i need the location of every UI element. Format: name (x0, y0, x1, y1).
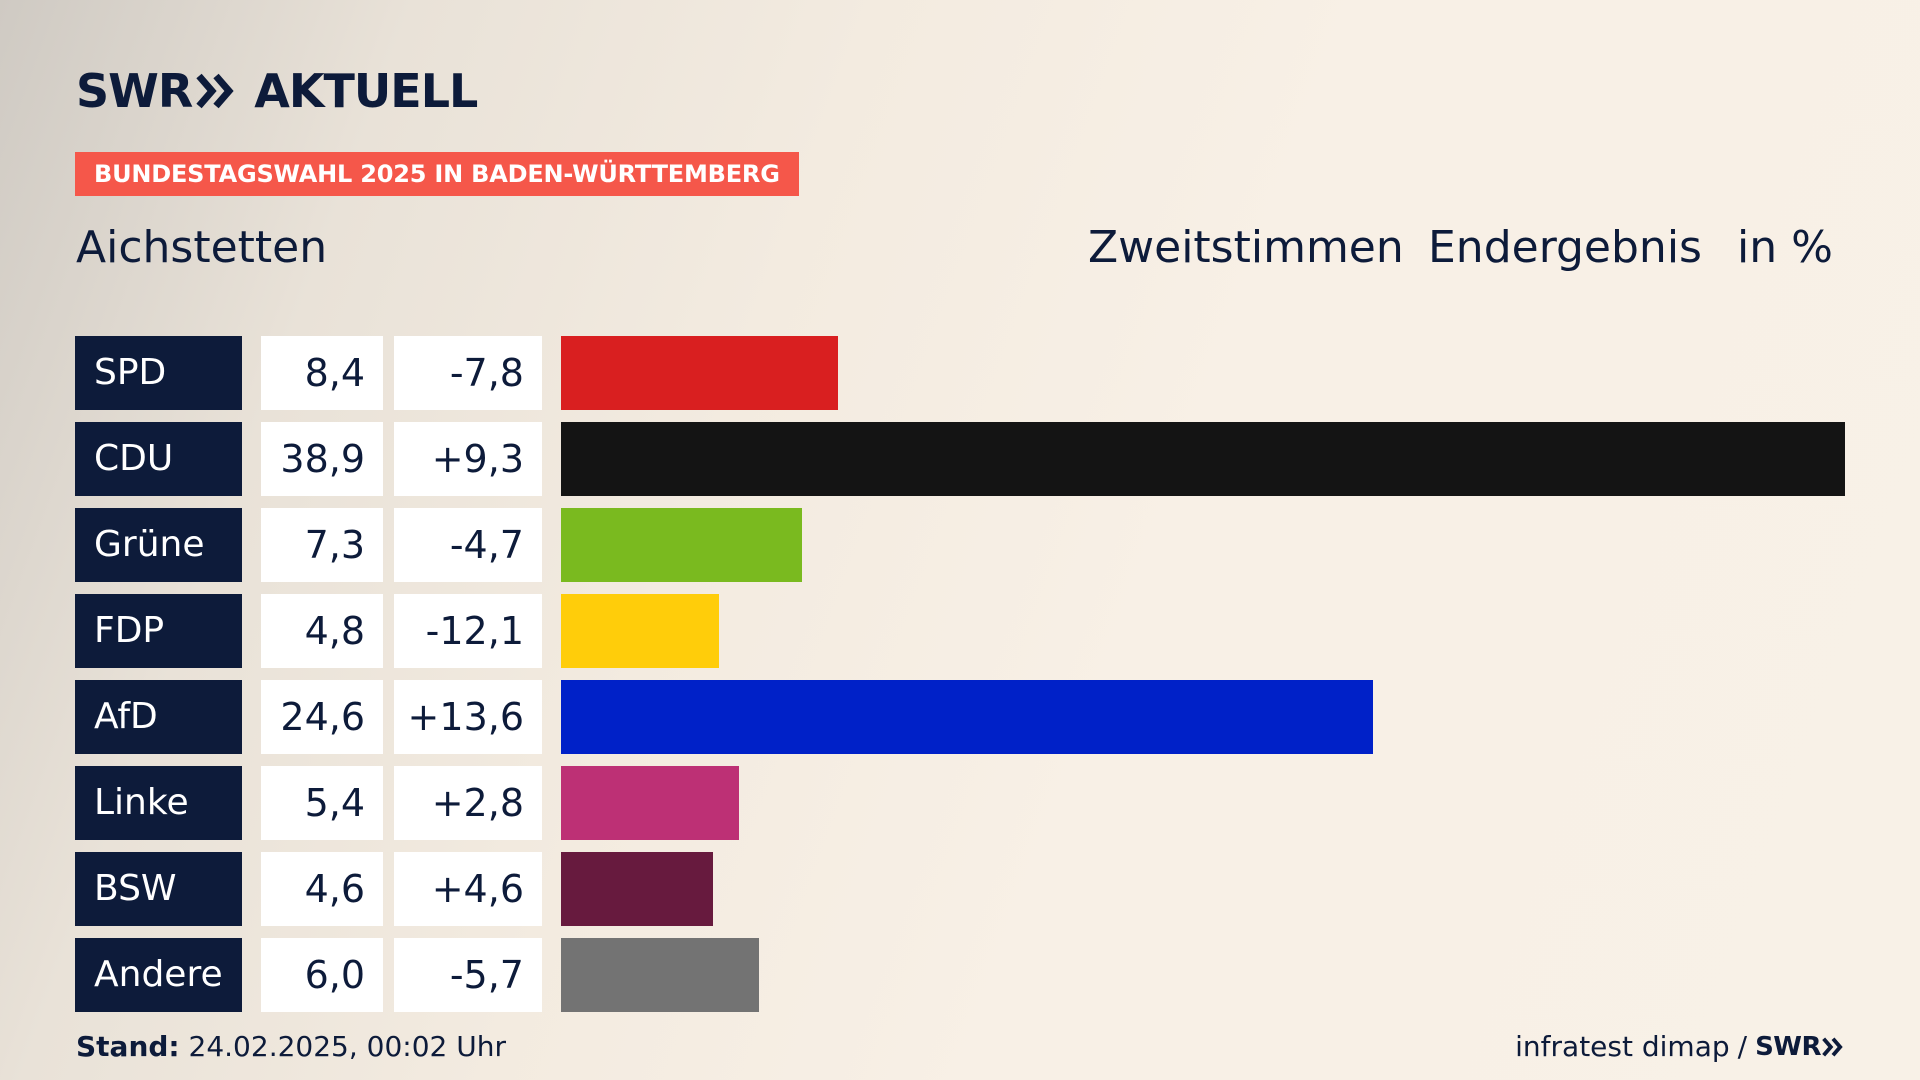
party-label-spd: SPD (75, 336, 242, 410)
municipality-title: Aichstetten (76, 222, 328, 273)
party-label-andere: Andere (75, 938, 242, 1012)
difference-label-cdu: +9,3 (394, 422, 542, 496)
bar-cdu (561, 422, 1845, 496)
bar-afd (561, 680, 1373, 754)
logo-aktuell: AKTUELL (254, 64, 478, 118)
bar-bsw (561, 852, 713, 926)
bar-linke (561, 766, 739, 840)
bar-andere (561, 938, 759, 1012)
timestamp: Stand: 24.02.2025, 00:02 Uhr (76, 1030, 506, 1063)
difference-label-linke: +2,8 (394, 766, 542, 840)
logo: SWR AKTUELL (76, 64, 478, 118)
difference-label-fdp: -12,1 (394, 594, 542, 668)
value-label-afd: 24,6 (261, 680, 383, 754)
source-name: infratest dimap (1515, 1030, 1730, 1063)
party-label-cdu: CDU (75, 422, 242, 496)
difference-label-bsw: +4,6 (394, 852, 542, 926)
party-label-afd: AfD (75, 680, 242, 754)
double-chevron-right-icon (196, 73, 234, 109)
value-label-spd: 8,4 (261, 336, 383, 410)
difference-label-andere: -5,7 (394, 938, 542, 1012)
election-banner: BUNDESTAGSWAHL 2025 IN BADEN-WÜRTTEMBERG (75, 152, 799, 196)
source-separator: / (1737, 1030, 1748, 1063)
bar-grne (561, 508, 802, 582)
value-label-cdu: 38,9 (261, 422, 383, 496)
result-status-label: Endergebnis (1428, 222, 1702, 273)
value-label-andere: 6,0 (261, 938, 383, 1012)
value-label-bsw: 4,6 (261, 852, 383, 926)
difference-label-spd: -7,8 (394, 336, 542, 410)
party-label-linke: Linke (75, 766, 242, 840)
party-label-fdp: FDP (75, 594, 242, 668)
stand-value: 24.02.2025, 00:02 Uhr (188, 1030, 506, 1063)
brand-small: SWR (1755, 1031, 1821, 1062)
source-credit: infratest dimap / SWR (1515, 1030, 1844, 1063)
difference-label-afd: +13,6 (394, 680, 542, 754)
value-label-linke: 5,4 (261, 766, 383, 840)
party-label-grne: Grüne (75, 508, 242, 582)
value-label-grne: 7,3 (261, 508, 383, 582)
vote-type-label: Zweitstimmen (1088, 222, 1404, 273)
double-chevron-right-icon-small (1822, 1036, 1843, 1057)
bar-fdp (561, 594, 719, 668)
bar-spd (561, 336, 838, 410)
stand-label: Stand: (76, 1030, 180, 1063)
value-label-fdp: 4,8 (261, 594, 383, 668)
unit-label: in % (1737, 222, 1833, 273)
logo-swr: SWR (76, 64, 193, 118)
difference-label-grne: -4,7 (394, 508, 542, 582)
party-label-bsw: BSW (75, 852, 242, 926)
